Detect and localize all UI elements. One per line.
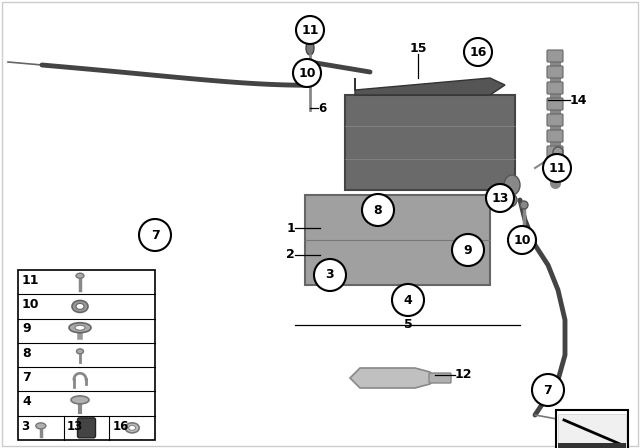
FancyBboxPatch shape <box>547 98 563 110</box>
FancyBboxPatch shape <box>547 82 563 94</box>
FancyBboxPatch shape <box>558 414 626 448</box>
Circle shape <box>553 147 563 157</box>
Ellipse shape <box>76 303 84 310</box>
Circle shape <box>362 194 394 226</box>
Text: 7: 7 <box>543 383 552 396</box>
Text: 6: 6 <box>318 102 326 115</box>
Text: 10: 10 <box>22 298 40 311</box>
Circle shape <box>508 226 536 254</box>
Circle shape <box>293 59 321 87</box>
Polygon shape <box>350 368 435 388</box>
Ellipse shape <box>36 423 46 429</box>
FancyBboxPatch shape <box>547 162 563 174</box>
Text: 10: 10 <box>298 66 316 79</box>
Text: 14: 14 <box>570 94 588 107</box>
FancyBboxPatch shape <box>345 95 515 190</box>
FancyBboxPatch shape <box>77 418 95 438</box>
FancyBboxPatch shape <box>429 373 451 383</box>
Ellipse shape <box>77 349 83 354</box>
Text: 5: 5 <box>404 319 412 332</box>
Circle shape <box>392 284 424 316</box>
Ellipse shape <box>125 423 139 433</box>
Ellipse shape <box>76 273 84 278</box>
FancyBboxPatch shape <box>18 270 155 440</box>
Text: 13: 13 <box>67 420 83 433</box>
FancyBboxPatch shape <box>547 130 563 142</box>
Text: 1: 1 <box>286 221 295 234</box>
Circle shape <box>452 234 484 266</box>
FancyBboxPatch shape <box>547 114 563 126</box>
Text: 3: 3 <box>21 420 29 433</box>
Text: 16: 16 <box>469 46 486 59</box>
FancyBboxPatch shape <box>558 443 626 448</box>
Text: 4: 4 <box>22 395 31 408</box>
Circle shape <box>543 154 571 182</box>
Ellipse shape <box>72 301 88 312</box>
Ellipse shape <box>306 41 314 55</box>
FancyBboxPatch shape <box>305 195 490 285</box>
Text: 4: 4 <box>404 293 412 306</box>
FancyBboxPatch shape <box>547 146 563 158</box>
Text: 7: 7 <box>22 371 31 384</box>
Text: 10: 10 <box>513 233 531 246</box>
Polygon shape <box>355 78 505 95</box>
Text: 12: 12 <box>455 369 472 382</box>
Ellipse shape <box>69 323 91 333</box>
Ellipse shape <box>520 201 528 209</box>
Text: 11: 11 <box>548 161 566 175</box>
Circle shape <box>486 184 514 212</box>
Text: 9: 9 <box>464 244 472 257</box>
Circle shape <box>464 38 492 66</box>
Text: 16: 16 <box>113 420 129 433</box>
Ellipse shape <box>71 396 89 404</box>
FancyBboxPatch shape <box>547 66 563 78</box>
Ellipse shape <box>304 73 316 83</box>
Text: 11: 11 <box>22 274 40 287</box>
FancyBboxPatch shape <box>547 50 563 62</box>
Ellipse shape <box>129 425 136 431</box>
Text: 13: 13 <box>492 191 509 204</box>
Circle shape <box>296 16 324 44</box>
Text: 3: 3 <box>326 268 334 281</box>
Circle shape <box>532 374 564 406</box>
Circle shape <box>314 259 346 291</box>
Text: 11: 11 <box>301 23 319 36</box>
Ellipse shape <box>504 175 520 195</box>
Ellipse shape <box>75 325 85 330</box>
Circle shape <box>139 219 171 251</box>
Ellipse shape <box>499 193 517 207</box>
Text: 7: 7 <box>150 228 159 241</box>
Text: 2: 2 <box>286 249 295 262</box>
Text: 8: 8 <box>374 203 382 216</box>
Text: 9: 9 <box>22 322 31 335</box>
Text: 8: 8 <box>22 346 31 359</box>
Text: 15: 15 <box>409 42 427 55</box>
FancyBboxPatch shape <box>556 410 628 448</box>
